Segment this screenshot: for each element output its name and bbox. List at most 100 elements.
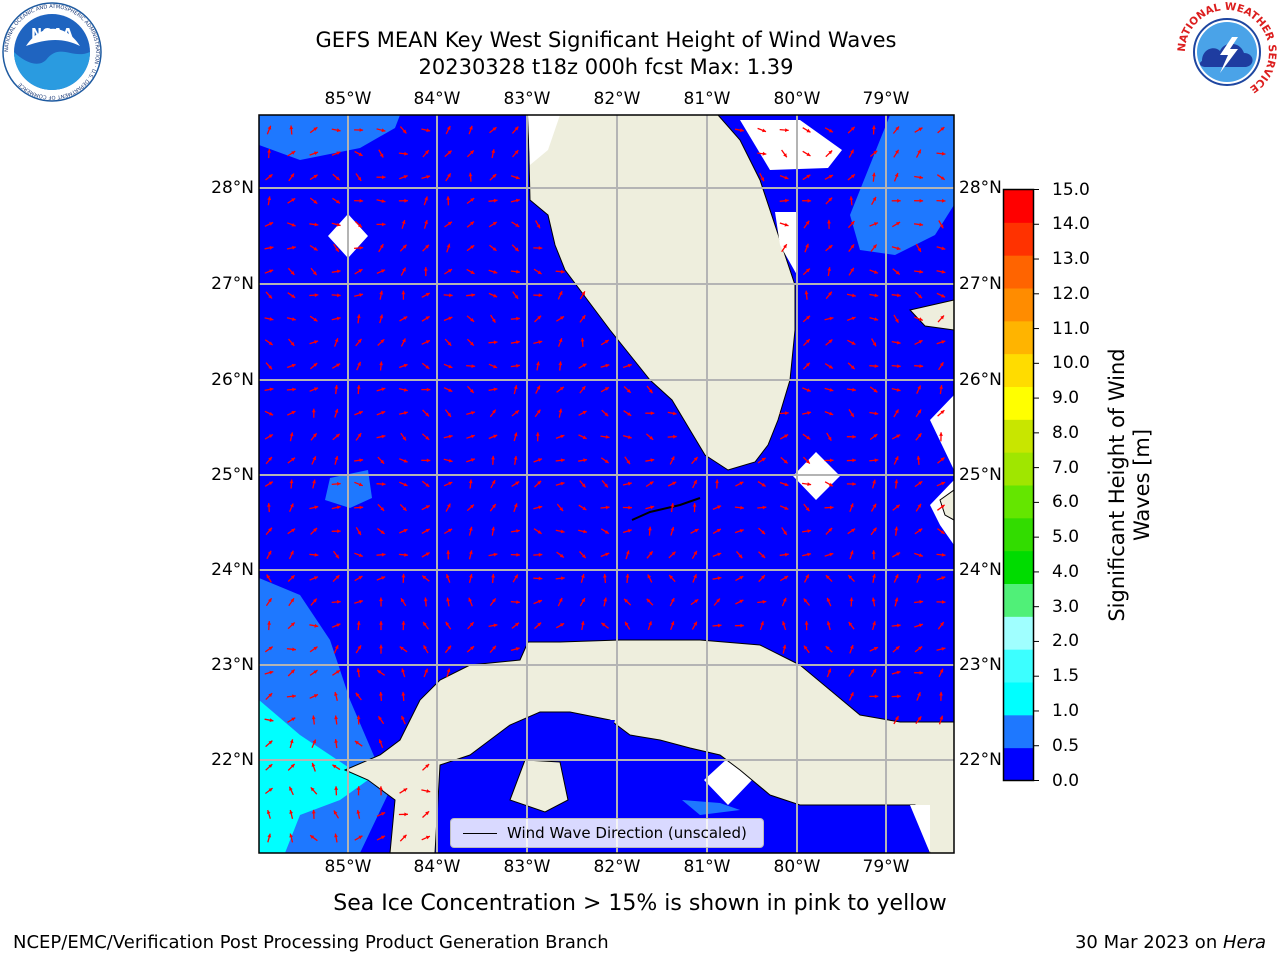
wave-direction-arrow [914, 552, 924, 557]
wave-direction-arrow [825, 339, 833, 346]
lat-tick-left: 25°N [211, 465, 254, 485]
wave-direction-arrow [914, 175, 924, 180]
wave-direction-arrow [691, 621, 698, 630]
wave-direction-arrow [354, 481, 364, 487]
wave-direction-arrow [555, 481, 565, 486]
wave-direction-arrow [623, 598, 632, 606]
wave-direction-arrow [579, 480, 586, 488]
wave-direction-arrow [624, 621, 631, 630]
wave-direction-arrow [331, 293, 341, 298]
wave-direction-arrow [466, 338, 475, 347]
wave-direction-arrow [580, 573, 585, 583]
wave-direction-arrow [286, 222, 296, 227]
wave-direction-arrow [333, 243, 340, 253]
wave-direction-arrow [936, 553, 946, 557]
wave-direction-arrow [354, 220, 363, 228]
wave-direction-arrow [488, 623, 498, 628]
wave-direction-arrow [846, 316, 856, 322]
wave-direction-arrow [378, 739, 384, 749]
wave-direction-arrow [310, 267, 318, 276]
wave-direction-arrow [398, 174, 408, 180]
wave-direction-arrow [310, 527, 318, 535]
wave-direction-arrow [847, 220, 855, 229]
wave-direction-arrow [825, 645, 833, 653]
wave-direction-arrow [376, 434, 386, 439]
wave-direction-arrow [802, 482, 812, 486]
wave-direction-arrow [847, 126, 856, 134]
wave-direction-arrow [332, 574, 340, 583]
wave-direction-arrow [645, 505, 655, 510]
wave-direction-arrow [510, 269, 520, 274]
wave-direction-arrow [356, 715, 361, 725]
wave-direction-arrow [289, 739, 294, 749]
sea-ice-note: Sea Ice Concentration > 15% is shown in … [333, 891, 947, 916]
wave-direction-arrow [489, 244, 497, 252]
wave-direction-arrow [757, 127, 767, 133]
wave-direction-arrow [533, 552, 543, 557]
wave-direction-arrow [847, 528, 856, 535]
wave-direction-arrow [535, 385, 541, 394]
wave-direction-arrow [265, 787, 273, 795]
wave-direction-arrow [893, 149, 900, 158]
wave-direction-arrow [446, 550, 451, 560]
lat-tick-right: 23°N [959, 655, 1002, 675]
wave-direction-arrow [735, 599, 744, 605]
wave-direction-arrow [421, 175, 431, 180]
wave-direction-arrow [446, 196, 451, 206]
wave-direction-arrow [869, 222, 879, 227]
wave-direction-arrow [423, 219, 428, 229]
wave-direction-arrow [870, 668, 877, 678]
chart-title: GEFS MEAN Key West Significant Height of… [315, 28, 897, 52]
wave-direction-arrow [401, 290, 406, 300]
wave-direction-arrow [443, 434, 453, 439]
wave-direction-arrow [891, 198, 901, 203]
wave-direction-arrow [513, 503, 518, 513]
wave-direction-arrow [398, 812, 408, 817]
wave-direction-arrow [356, 361, 362, 371]
wave-direction-arrow [891, 623, 901, 628]
mask-east-coast [740, 120, 842, 170]
wave-direction-arrow [669, 597, 675, 607]
wave-direction-arrow [331, 482, 341, 486]
wave-direction-arrow [332, 173, 341, 181]
wave-direction-arrow [804, 290, 809, 300]
wave-direction-arrow [421, 387, 431, 392]
wave-direction-arrow [533, 599, 543, 605]
wave-direction-arrow [667, 434, 677, 439]
wave-direction-arrow [443, 481, 453, 487]
wave-direction-arrow [401, 621, 406, 631]
wave-direction-arrow [558, 361, 563, 371]
wave-direction-arrow [670, 503, 675, 513]
wave-direction-arrow [265, 763, 273, 771]
wave-direction-arrow [356, 668, 361, 678]
wave-direction-arrow [869, 694, 879, 699]
colorbar-segment [1003, 452, 1034, 486]
wave-direction-arrow [849, 550, 854, 560]
wave-direction-arrow [379, 644, 383, 654]
wave-direction-arrow [286, 647, 296, 652]
wave-direction-arrow [265, 740, 273, 748]
colorbar-tick-label: 2.0 [1052, 631, 1080, 652]
wave-direction-arrow [914, 316, 924, 322]
wave-direction-arrow [445, 173, 452, 182]
wave-direction-arrow [421, 315, 430, 322]
wave-direction-arrow [758, 527, 766, 535]
wave-direction-arrow [824, 387, 834, 392]
wave-direction-arrow [533, 340, 543, 345]
wave-direction-arrow [310, 786, 318, 795]
wave-direction-arrow [287, 669, 296, 677]
wave-direction-arrow [692, 574, 697, 583]
wave-direction-arrow [334, 691, 338, 701]
colorbar-segment [1003, 288, 1034, 322]
wave-direction-arrow [871, 597, 876, 607]
wave-direction-arrow [803, 645, 810, 654]
wave-direction-arrow [802, 552, 812, 557]
wave-direction-arrow [891, 293, 901, 298]
colorbar-segment [1003, 747, 1034, 781]
colorbar-segment [1003, 616, 1034, 650]
wave-direction-arrow [421, 575, 430, 582]
wave-direction-arrow [355, 645, 362, 654]
colorbar-tick-label: 5.0 [1052, 527, 1080, 548]
colorbar-segment [1003, 583, 1034, 617]
nws-logo: NATIONAL WEATHER SERVICE [1176, 1, 1278, 102]
